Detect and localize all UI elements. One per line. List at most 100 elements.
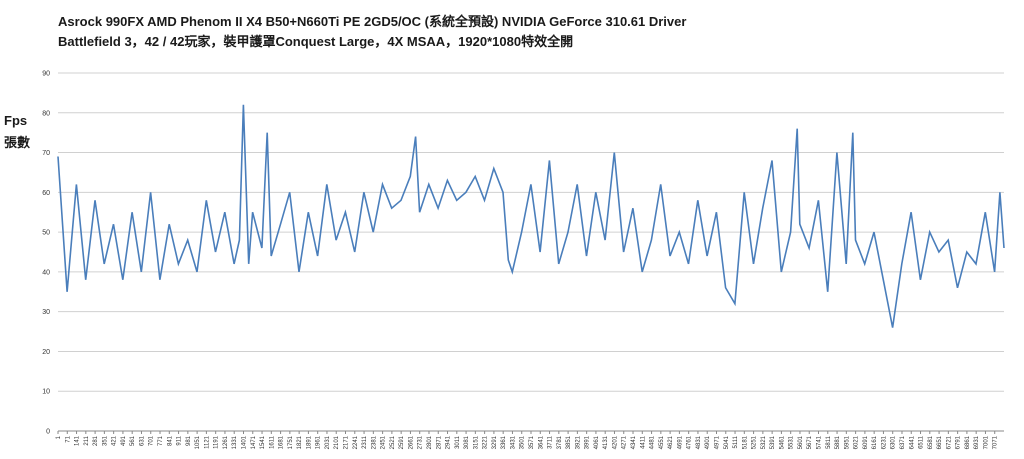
x-tick-label: 4341 xyxy=(631,435,637,449)
x-tick-label: 4831 xyxy=(696,435,702,449)
x-tick-label: 6581 xyxy=(928,435,934,449)
x-tick-label: 4691 xyxy=(677,435,683,449)
x-tick-label: 3851 xyxy=(566,435,572,449)
y-tick-label: 50 xyxy=(42,230,50,237)
x-tick-label: 5601 xyxy=(798,435,804,449)
x-tick-label: 5041 xyxy=(724,435,730,449)
x-tick-label: 2171 xyxy=(344,435,350,449)
x-tick-label: 1891 xyxy=(306,435,312,449)
x-tick-label: 6511 xyxy=(919,435,925,449)
x-tick-label: 3431 xyxy=(510,435,516,449)
x-tick-label: 1541 xyxy=(260,435,266,449)
x-tick-label: 1611 xyxy=(269,435,275,449)
x-tick-label: 211 xyxy=(84,435,90,445)
x-tick-label: 1751 xyxy=(288,435,294,449)
x-tick-label: 2941 xyxy=(446,435,452,449)
x-tick-label: 5391 xyxy=(770,435,776,449)
x-tick-label: 6091 xyxy=(863,435,869,449)
x-tick-label: 1121 xyxy=(204,435,210,449)
y-axis-label-frames: 張數 xyxy=(4,135,31,150)
x-tick-label: 771 xyxy=(158,435,164,446)
x-tick-label: 1331 xyxy=(232,435,238,449)
x-tick-label: 6021 xyxy=(854,435,860,449)
x-tick-label: 421 xyxy=(112,435,118,446)
x-tick-label: 4061 xyxy=(594,435,600,449)
x-tick-label: 3361 xyxy=(501,435,507,449)
y-axis-label-fps: Fps xyxy=(4,113,28,128)
x-tick-label: 2241 xyxy=(353,435,359,449)
x-tick-label: 561 xyxy=(130,435,136,446)
y-tick-label: 70 xyxy=(42,150,50,157)
x-tick-label: 2311 xyxy=(362,435,368,449)
x-tick-label: 4411 xyxy=(640,435,646,449)
x-tick-label: 1471 xyxy=(251,435,257,449)
y-tick-label: 80 xyxy=(42,110,50,117)
y-tick-label: 10 xyxy=(42,389,50,396)
fps-series-line xyxy=(57,104,1005,328)
x-tick-label: 491 xyxy=(121,435,127,446)
x-tick-label: 2451 xyxy=(381,435,387,449)
x-tick-label: 5881 xyxy=(835,435,841,449)
x-tick-label: 2731 xyxy=(418,435,424,449)
chart-subtitle: Battlefield 3，42 / 42玩家，裝甲護罩Conquest Lar… xyxy=(58,34,574,49)
x-tick-label: 4271 xyxy=(622,435,628,449)
x-tick-label: 3711 xyxy=(548,435,554,449)
x-tick-label: 6301 xyxy=(891,435,897,449)
x-tick-label: 6721 xyxy=(946,435,952,449)
x-tick-label: 3151 xyxy=(473,435,479,449)
x-tick-label: 6861 xyxy=(965,435,971,449)
x-tick-label: 2661 xyxy=(408,435,414,449)
x-tick-label: 4551 xyxy=(659,435,665,449)
x-tick-label: 141 xyxy=(75,435,81,446)
x-tick-label: 2521 xyxy=(390,435,396,449)
x-tick-label: 4131 xyxy=(603,435,609,449)
x-tick-label: 2801 xyxy=(427,435,433,449)
x-tick-label: 2591 xyxy=(399,435,405,449)
y-tick-label: 60 xyxy=(42,190,50,197)
x-tick-label: 5951 xyxy=(844,435,850,449)
x-tick-label: 5671 xyxy=(807,435,813,449)
x-tick-label: 6651 xyxy=(937,435,943,449)
x-tick-label: 1261 xyxy=(223,435,229,449)
x-tick-label: 7071 xyxy=(993,435,999,449)
x-tick-label: 4621 xyxy=(668,435,674,449)
x-tick-label: 4201 xyxy=(612,435,618,449)
x-tick-label: 6931 xyxy=(974,435,980,449)
x-tick-label: 3291 xyxy=(492,435,498,449)
x-tick-label: 7001 xyxy=(983,435,989,449)
x-tick-label: 4761 xyxy=(687,435,693,449)
x-tick-labels: 1 71 141 211 281 351 421 491 561 631 701 771 841 911 9… xyxy=(56,431,999,449)
x-tick-label: 3781 xyxy=(557,435,563,449)
x-tick-label: 631 xyxy=(139,435,145,446)
x-tick-label: 1051 xyxy=(195,435,201,449)
x-tick-label: 2101 xyxy=(334,435,340,449)
gridlines xyxy=(58,72,1004,432)
x-tick-label: 1401 xyxy=(241,435,247,449)
x-tick-label: 5111 xyxy=(733,435,739,448)
x-tick-label: 2381 xyxy=(371,435,377,449)
x-tick-label: 3641 xyxy=(538,435,544,449)
x-tick-label: 3221 xyxy=(483,435,489,449)
x-tick-label: 5461 xyxy=(779,435,785,449)
x-tick-label: 351 xyxy=(102,435,108,446)
y-tick-label: 30 xyxy=(42,309,50,316)
x-tick-label: 701 xyxy=(149,435,155,446)
x-tick-label: 1 xyxy=(56,435,62,439)
x-tick-label: 5321 xyxy=(761,435,767,449)
x-tick-label: 5251 xyxy=(752,435,758,449)
x-tick-label: 5531 xyxy=(789,435,795,449)
x-tick-label: 911 xyxy=(177,435,183,445)
x-tick-label: 5741 xyxy=(817,435,823,449)
y-tick-label: 40 xyxy=(42,269,50,276)
x-tick-label: 4901 xyxy=(705,435,711,449)
y-tick-label: 0 xyxy=(46,429,50,436)
x-tick-label: 4481 xyxy=(650,435,656,449)
x-tick-label: 6161 xyxy=(872,435,878,449)
x-tick-label: 6231 xyxy=(881,435,887,449)
x-tick-label: 6791 xyxy=(956,435,962,449)
x-tick-label: 281 xyxy=(93,435,99,446)
x-tick-label: 3571 xyxy=(529,435,535,449)
x-tick-label: 2871 xyxy=(436,435,442,449)
x-tick-label: 1681 xyxy=(279,435,285,449)
